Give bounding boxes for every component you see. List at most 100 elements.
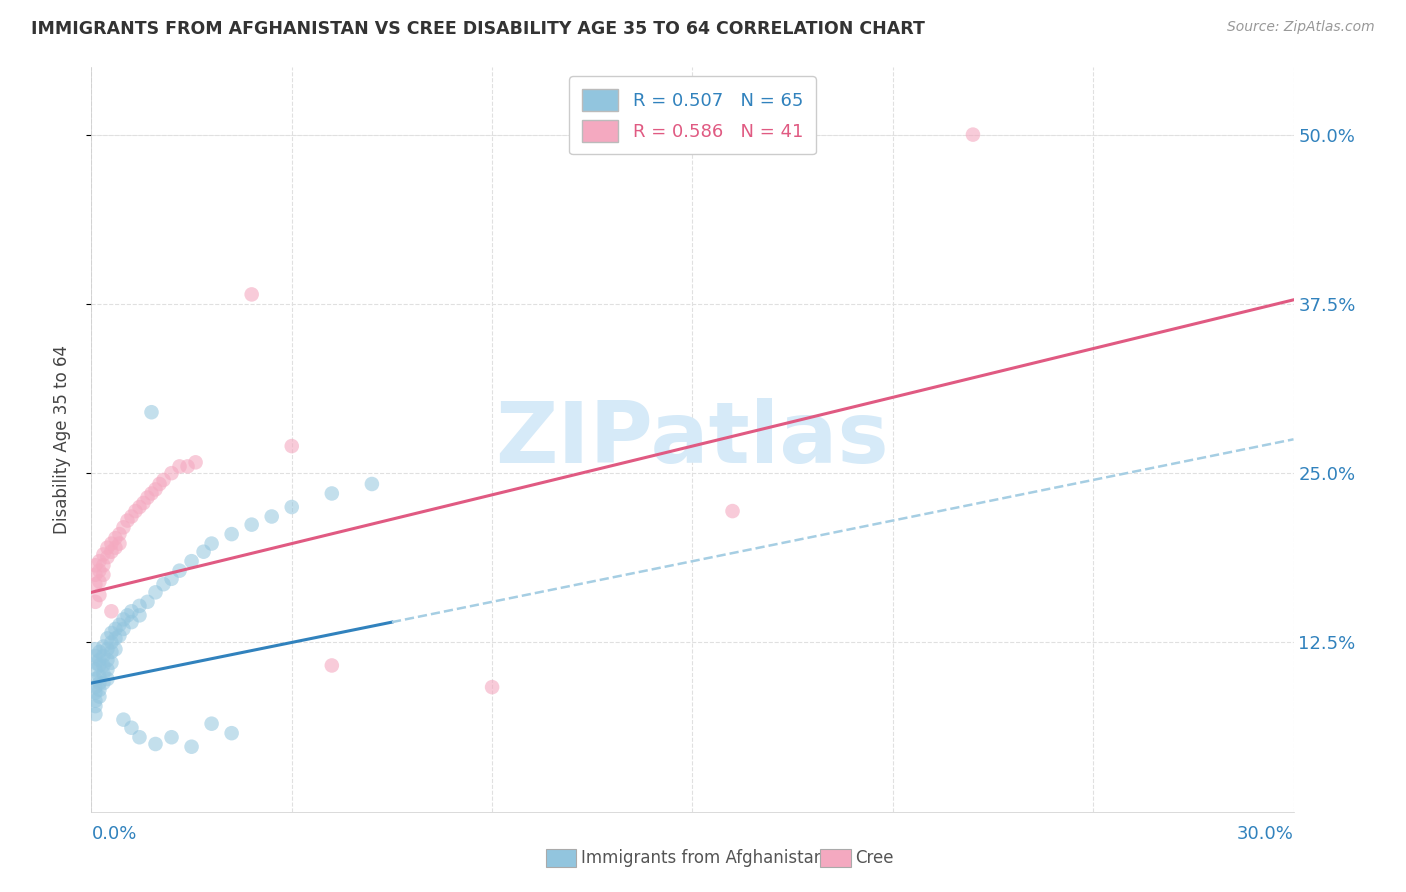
Point <box>145 483 167 497</box>
Point <box>221 726 243 740</box>
Point <box>93 558 115 573</box>
Point <box>108 617 131 632</box>
Point <box>104 642 127 657</box>
Point <box>93 658 115 673</box>
Point <box>145 585 167 599</box>
Point <box>169 459 191 474</box>
Point <box>141 486 163 500</box>
Point <box>176 459 198 474</box>
Point <box>108 629 131 643</box>
Point <box>100 635 122 649</box>
Point <box>100 656 122 670</box>
Point <box>100 536 122 550</box>
Text: Cree: Cree <box>855 849 893 867</box>
Point <box>96 663 118 677</box>
Point <box>721 504 744 518</box>
Text: ZIPatlas: ZIPatlas <box>495 398 890 481</box>
Point <box>160 466 183 480</box>
Point <box>321 658 343 673</box>
Point <box>121 615 143 629</box>
Point <box>160 730 183 744</box>
Point <box>136 491 159 505</box>
Point <box>281 500 304 514</box>
Point <box>281 439 304 453</box>
Point <box>152 473 174 487</box>
Point <box>96 550 118 565</box>
Point <box>100 545 122 559</box>
Point <box>180 554 202 568</box>
Text: Immigrants from Afghanistan: Immigrants from Afghanistan <box>581 849 824 867</box>
Point <box>84 642 107 657</box>
Point <box>112 713 135 727</box>
Point <box>84 558 107 573</box>
Point <box>124 504 146 518</box>
Point <box>93 640 115 654</box>
Point <box>84 595 107 609</box>
Point <box>89 653 111 667</box>
Point <box>201 716 224 731</box>
Point <box>89 588 111 602</box>
Point <box>89 669 111 683</box>
Point <box>104 531 127 545</box>
Point <box>108 527 131 541</box>
Point <box>128 730 150 744</box>
Point <box>84 680 107 694</box>
Point <box>93 548 115 562</box>
Point <box>104 622 127 636</box>
Point <box>100 604 122 618</box>
Point <box>89 645 111 659</box>
Point <box>104 541 127 555</box>
Point <box>84 663 107 677</box>
Point <box>84 567 107 582</box>
Point <box>240 517 263 532</box>
Point <box>128 608 150 623</box>
Point <box>112 612 135 626</box>
Point <box>84 672 107 686</box>
Point <box>117 608 139 623</box>
Point <box>89 676 111 690</box>
Y-axis label: Disability Age 35 to 64: Disability Age 35 to 64 <box>52 345 70 533</box>
Point <box>84 685 107 699</box>
Point <box>152 577 174 591</box>
Point <box>93 648 115 663</box>
Point <box>89 564 111 578</box>
Text: IMMIGRANTS FROM AFGHANISTAN VS CREE DISABILITY AGE 35 TO 64 CORRELATION CHART: IMMIGRANTS FROM AFGHANISTAN VS CREE DISA… <box>31 20 925 37</box>
Point <box>145 737 167 751</box>
Point <box>136 595 159 609</box>
Point <box>84 694 107 708</box>
Point <box>89 682 111 697</box>
Point <box>89 554 111 568</box>
Point <box>89 658 111 673</box>
Point <box>93 666 115 681</box>
Point <box>96 653 118 667</box>
Text: 0.0%: 0.0% <box>91 825 136 843</box>
Point <box>121 509 143 524</box>
Point <box>240 287 263 301</box>
Point <box>89 690 111 704</box>
Text: Source: ZipAtlas.com: Source: ZipAtlas.com <box>1227 20 1375 34</box>
Point <box>962 128 984 142</box>
Point <box>96 672 118 686</box>
Point <box>96 642 118 657</box>
Point <box>84 577 107 591</box>
Point <box>169 564 191 578</box>
Point <box>132 496 155 510</box>
Point <box>180 739 202 754</box>
Point <box>260 509 283 524</box>
Point <box>93 567 115 582</box>
Point <box>148 477 170 491</box>
Point <box>201 536 224 550</box>
Point <box>112 622 135 636</box>
Point <box>96 632 118 646</box>
Point <box>193 545 215 559</box>
Point <box>184 455 207 469</box>
Point <box>93 676 115 690</box>
Point <box>89 574 111 589</box>
Point <box>84 699 107 714</box>
Point <box>160 572 183 586</box>
Point <box>100 626 122 640</box>
Point <box>221 527 243 541</box>
Point <box>84 648 107 663</box>
Point <box>84 707 107 722</box>
Point <box>128 500 150 514</box>
